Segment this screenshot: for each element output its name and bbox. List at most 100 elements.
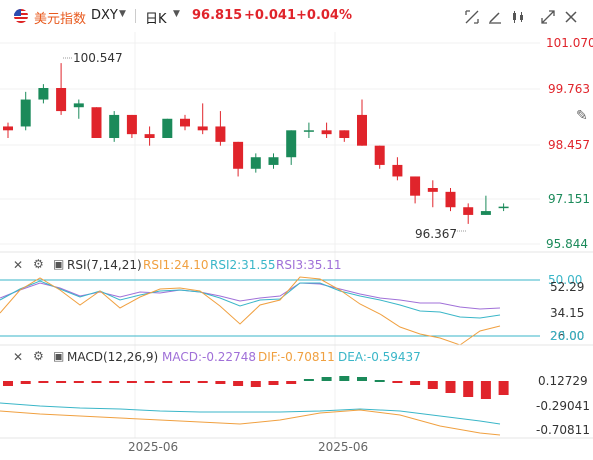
crosshair-icon[interactable] xyxy=(464,9,480,25)
timeframe-selector[interactable]: 日K xyxy=(145,12,167,27)
indicator-list-icon[interactable]: ▣ xyxy=(53,349,65,363)
macd-bar xyxy=(286,381,297,384)
macd-title: MACD(12,26,9) xyxy=(67,350,159,364)
rsi-axis-label: 52.29 xyxy=(550,280,584,294)
time-axis-label: 2025-06 xyxy=(318,440,368,454)
macd-axis-label: -0.29041 xyxy=(536,399,590,413)
macd-bar xyxy=(339,376,350,381)
dea-value: DEA:-0.59437 xyxy=(338,350,421,364)
macd-bar xyxy=(197,381,208,383)
macd-bar xyxy=(233,381,244,386)
macd-axis-label: -0.70811 xyxy=(536,423,590,437)
symbol-code[interactable]: DXY xyxy=(91,8,118,23)
price-axis-label: 98.457 xyxy=(548,138,590,152)
close-icon[interactable] xyxy=(563,9,579,25)
macd-bar xyxy=(250,381,261,387)
draw-line-icon[interactable] xyxy=(487,9,503,25)
candle-body xyxy=(126,114,137,135)
macd-bar xyxy=(268,381,279,385)
rsi-axis-label: 34.15 xyxy=(550,306,584,320)
macd-bar xyxy=(357,377,367,381)
candle-body xyxy=(480,211,491,215)
macd-bar xyxy=(109,381,120,383)
candle-body xyxy=(162,118,173,138)
macd-bar xyxy=(480,381,491,399)
candle-body xyxy=(427,188,438,192)
macd-bar xyxy=(445,381,456,393)
settings-icon[interactable]: ⚙ xyxy=(33,257,44,271)
us-flag-icon xyxy=(14,9,28,23)
macd-bar xyxy=(38,381,49,383)
candle-body xyxy=(109,114,120,138)
macd-bar xyxy=(20,381,31,384)
macd-bar xyxy=(321,377,332,381)
rsi2-value: RSI2:31.55 xyxy=(210,258,276,272)
chart-grid xyxy=(0,32,540,438)
candle-body xyxy=(498,206,509,209)
dif-line xyxy=(0,409,501,436)
macd-bar xyxy=(180,381,190,383)
candle-style-icon[interactable] xyxy=(510,9,526,25)
candle-body xyxy=(233,141,244,169)
macd-bar xyxy=(73,381,84,383)
candle-body xyxy=(91,107,102,138)
rsi3-value: RSI3:35.11 xyxy=(276,258,342,272)
candle-body xyxy=(374,145,385,165)
chart-header: 美元指数 DXY ▼ 日K ▼ 96.815 +0.041 +0.04% xyxy=(0,0,593,32)
price-axis-label: 101.070 xyxy=(546,36,593,50)
rsi1-value: RSI1:24.10 xyxy=(143,258,209,272)
macd-bar xyxy=(144,381,155,383)
divider xyxy=(135,9,136,23)
edit-pencil-icon[interactable]: ✎ xyxy=(576,108,588,124)
expand-icon[interactable] xyxy=(540,9,556,25)
rsi-axis-label: 26.00 xyxy=(550,329,584,343)
macd-bar xyxy=(463,381,474,397)
macd-axis-label: 0.12729 xyxy=(538,374,588,388)
macd-value: MACD:-0.22748 xyxy=(162,350,256,364)
dea-line xyxy=(0,402,501,425)
candle-body xyxy=(321,130,332,135)
candle-body xyxy=(197,126,208,131)
candle-body xyxy=(303,130,314,132)
candle-body xyxy=(286,130,297,158)
macd-bar xyxy=(498,381,509,395)
settings-icon[interactable]: ⚙ xyxy=(33,349,44,363)
candle-body xyxy=(410,176,421,196)
macd-bar xyxy=(374,380,385,382)
macd-bar xyxy=(56,381,67,383)
macd-bar xyxy=(303,379,314,381)
last-price: 96.815 xyxy=(192,8,243,23)
macd-histogram xyxy=(3,376,509,399)
macd-bar xyxy=(410,381,421,385)
price-axis-label: 99.763 xyxy=(548,82,590,96)
macd-bar xyxy=(3,381,13,386)
candle-body xyxy=(357,114,367,146)
macd-bar xyxy=(427,381,438,389)
candle-body xyxy=(250,157,261,169)
rsi-axis-label: 50.00 xyxy=(548,273,582,287)
rsi3-line xyxy=(0,282,501,310)
candle-body xyxy=(268,157,279,165)
price-change-pct: +0.04% xyxy=(296,8,352,23)
high-annotation: 100.547 xyxy=(73,51,123,65)
collapse-icon[interactable]: ✕ xyxy=(13,350,24,364)
candle-body xyxy=(38,88,49,100)
candle-body xyxy=(180,118,190,127)
timeframe-dropdown-icon[interactable]: ▼ xyxy=(173,9,180,19)
symbol-name-cn[interactable]: 美元指数 xyxy=(34,12,87,27)
candle-body xyxy=(445,191,456,208)
symbol-dropdown-icon[interactable]: ▼ xyxy=(119,9,126,19)
candle-body xyxy=(3,126,13,131)
collapse-icon[interactable]: ✕ xyxy=(13,258,24,272)
price-change: +0.041 xyxy=(244,8,297,23)
low-annotation: 96.367 xyxy=(415,227,457,241)
indicator-list-icon[interactable]: ▣ xyxy=(53,257,65,271)
price-axis-label: 95.844 xyxy=(546,237,588,251)
candle-body xyxy=(339,130,350,138)
candle-body xyxy=(463,207,474,215)
time-axis-label: 2025-06 xyxy=(128,440,178,454)
macd-bar xyxy=(215,381,226,384)
rsi1-line xyxy=(0,276,501,346)
candle-body xyxy=(20,99,31,127)
